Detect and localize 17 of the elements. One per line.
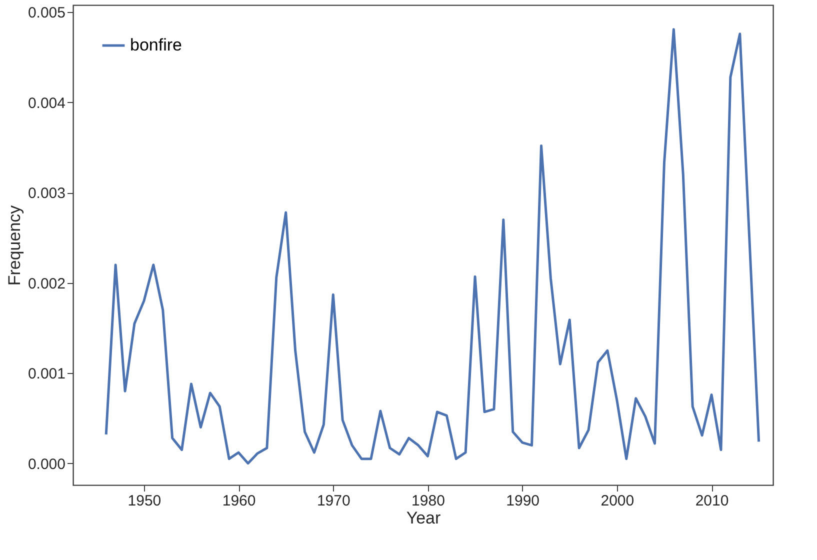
x-tick-label: 1950 <box>128 492 162 510</box>
y-axis-title: Frequency <box>4 204 24 286</box>
legend-label: bonfire <box>130 36 182 54</box>
x-tick-label: 1960 <box>222 492 256 510</box>
y-tick-label: 0.001 <box>28 366 66 383</box>
x-tick-label: 1970 <box>316 492 350 510</box>
x-tick-label: 1990 <box>506 492 540 510</box>
y-tick-label: 0.002 <box>28 275 66 292</box>
x-tick-label: 1980 <box>412 492 445 510</box>
x-axis-title: Year <box>406 508 442 528</box>
x-tick-label: 2000 <box>600 492 634 510</box>
y-tick-label: 0.000 <box>28 456 66 473</box>
y-tick-label: 0.004 <box>28 94 66 112</box>
y-tick-label: 0.003 <box>28 185 66 202</box>
y-tick-label: 0.005 <box>28 4 66 22</box>
x-tick-label: 2010 <box>695 492 729 510</box>
line-series <box>104 28 760 465</box>
